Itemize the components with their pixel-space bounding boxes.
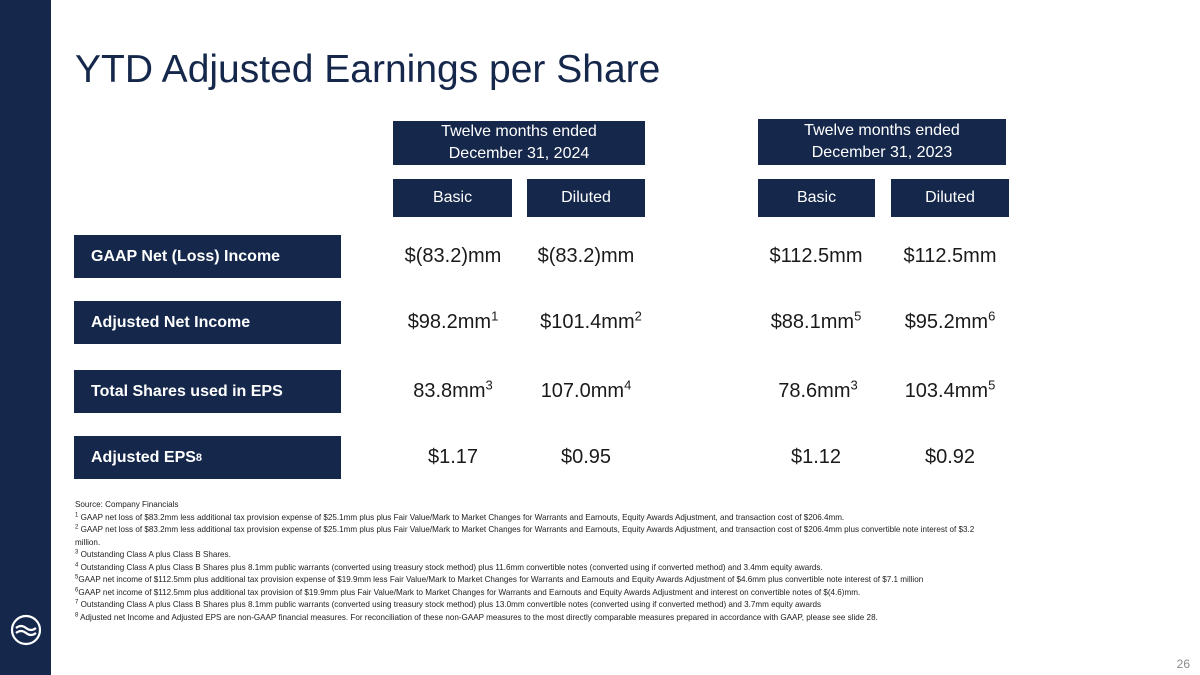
value-text: $1.12 [790,446,842,468]
footnote-number: 3 [75,549,79,556]
value-text: 78.6mm [778,380,851,402]
value-cell: $112.5mm [880,235,1020,278]
value-text: $98.2mm [407,311,492,333]
subhead-diluted-2023: Diluted [891,179,1009,217]
period-header-line2: December 31, 2024 [448,145,590,162]
value-cell: $88.1mm5 [746,301,886,344]
value-cell: $95.2mm6 [880,301,1020,344]
value-footnote-ref: 5 [854,308,862,324]
value-text: 107.0mm [540,380,625,402]
row-label-text: Total Shares used in EPS [91,382,283,400]
value-text: $1.17 [427,446,479,468]
value-cell: 103.4mm5 [880,370,1020,413]
value-cell: $(83.2)mm [516,235,656,278]
row-label-gaap-net-income: GAAP Net (Loss) Income [74,235,341,278]
value-cell: $0.95 [516,436,656,479]
value-cell: $1.17 [383,436,523,479]
value-text: $0.92 [924,446,976,468]
row-label-total-shares: Total Shares used in EPS [74,370,341,413]
value-text: 103.4mm [904,380,989,402]
value-cell: $112.5mm [746,235,886,278]
value-cell: $0.92 [880,436,1020,479]
footnote-item: 6GAAP net income of $112.5mm plus additi… [75,587,995,600]
value-text: $(83.2)mm [404,245,502,267]
value-cell: 107.0mm4 [516,370,656,413]
period-header-2023: Twelve months ended December 31, 2023 [758,119,1006,165]
page-title: YTD Adjusted Earnings per Share [75,48,661,91]
row-label-text: GAAP Net (Loss) Income [91,247,281,265]
footnote-number: 6 [75,586,79,593]
footnote-number: 4 [75,561,79,568]
row-label-adjusted-net-income: Adjusted Net Income [74,301,341,344]
period-header-line1: Twelve months ended [441,123,597,140]
company-logo-icon [10,614,42,646]
footnote-item: 4 Outstanding Class A plus Class B Share… [75,562,995,575]
value-footnote-ref: 6 [988,308,996,324]
footnote-item: 8 Adjusted net Income and Adjusted EPS a… [75,612,995,625]
row-label-footnote-ref: 8 [195,451,203,464]
value-footnote-ref: 5 [988,377,996,393]
value-text: $0.95 [560,446,612,468]
row-label-adjusted-eps: Adjusted EPS 8 [74,436,341,479]
subhead-basic-2024: Basic [393,179,512,217]
footnote-source: Source: Company Financials [75,500,179,509]
value-text: $95.2mm [904,311,989,333]
value-footnote-ref: 1 [491,308,499,324]
value-text: $(83.2)mm [537,245,635,267]
footnote-text: Outstanding Class A plus Class B Shares … [78,562,823,572]
period-header-line1: Twelve months ended [804,122,960,139]
subhead-basic-2023: Basic [758,179,875,217]
footnote-number: 7 [75,599,79,606]
value-text: $88.1mm [770,311,855,333]
value-footnote-ref: 3 [485,377,493,393]
page-number: 26 [1176,657,1190,671]
value-text: $101.4mm [540,311,635,333]
footnote-text: GAAP net income of $112.5mm plus additio… [78,575,924,584]
period-header-2024: Twelve months ended December 31, 2024 [393,121,645,165]
footnote-number: 5 [75,574,79,581]
value-cell: $1.12 [746,436,886,479]
period-header-line2: December 31, 2023 [811,144,953,161]
footnote-text: Outstanding Class A plus Class B Shares … [78,600,822,609]
footnote-item: 7 Outstanding Class A plus Class B Share… [75,599,995,612]
row-label-text: Adjusted EPS [91,448,196,466]
footnote-text: Outstanding Class A plus Class B Shares. [78,550,231,559]
value-cell: 78.6mm3 [748,370,888,413]
footnote-item: 5GAAP net income of $112.5mm plus additi… [75,574,995,587]
footnotes: Source: Company Financials 1 GAAP net lo… [75,499,995,624]
footnote-text: GAAP net loss of $83.2mm less additional… [75,525,975,547]
value-text: $112.5mm [769,245,863,267]
value-cell: $(83.2)mm [383,235,523,278]
value-cell: $98.2mm1 [383,301,523,344]
value-text: 83.8mm [413,380,486,402]
footnote-number: 8 [75,611,79,618]
value-cell: 83.8mm3 [383,370,523,413]
value-footnote-ref: 4 [624,377,632,393]
footnote-number: 2 [75,524,79,531]
left-sidebar-band [0,0,51,675]
footnote-item: 3 Outstanding Class A plus Class B Share… [75,549,995,562]
value-cell: $101.4mm2 [521,301,661,344]
footnote-item: 1 GAAP net loss of $83.2mm less addition… [75,512,995,525]
footnote-text: Adjusted net Income and Adjusted EPS are… [78,612,878,622]
footnote-number: 1 [75,511,79,518]
footnote-item: 2 GAAP net loss of $83.2mm less addition… [75,524,995,549]
value-text: $112.5mm [903,245,997,267]
value-footnote-ref: 3 [850,377,858,393]
footnote-text: GAAP net income of $112.5mm plus additio… [78,587,861,597]
footnote-text: GAAP net loss of $83.2mm less additional… [78,512,845,522]
value-footnote-ref: 2 [634,308,642,324]
row-label-text: Adjusted Net Income [91,313,251,331]
subhead-diluted-2024: Diluted [527,179,645,217]
